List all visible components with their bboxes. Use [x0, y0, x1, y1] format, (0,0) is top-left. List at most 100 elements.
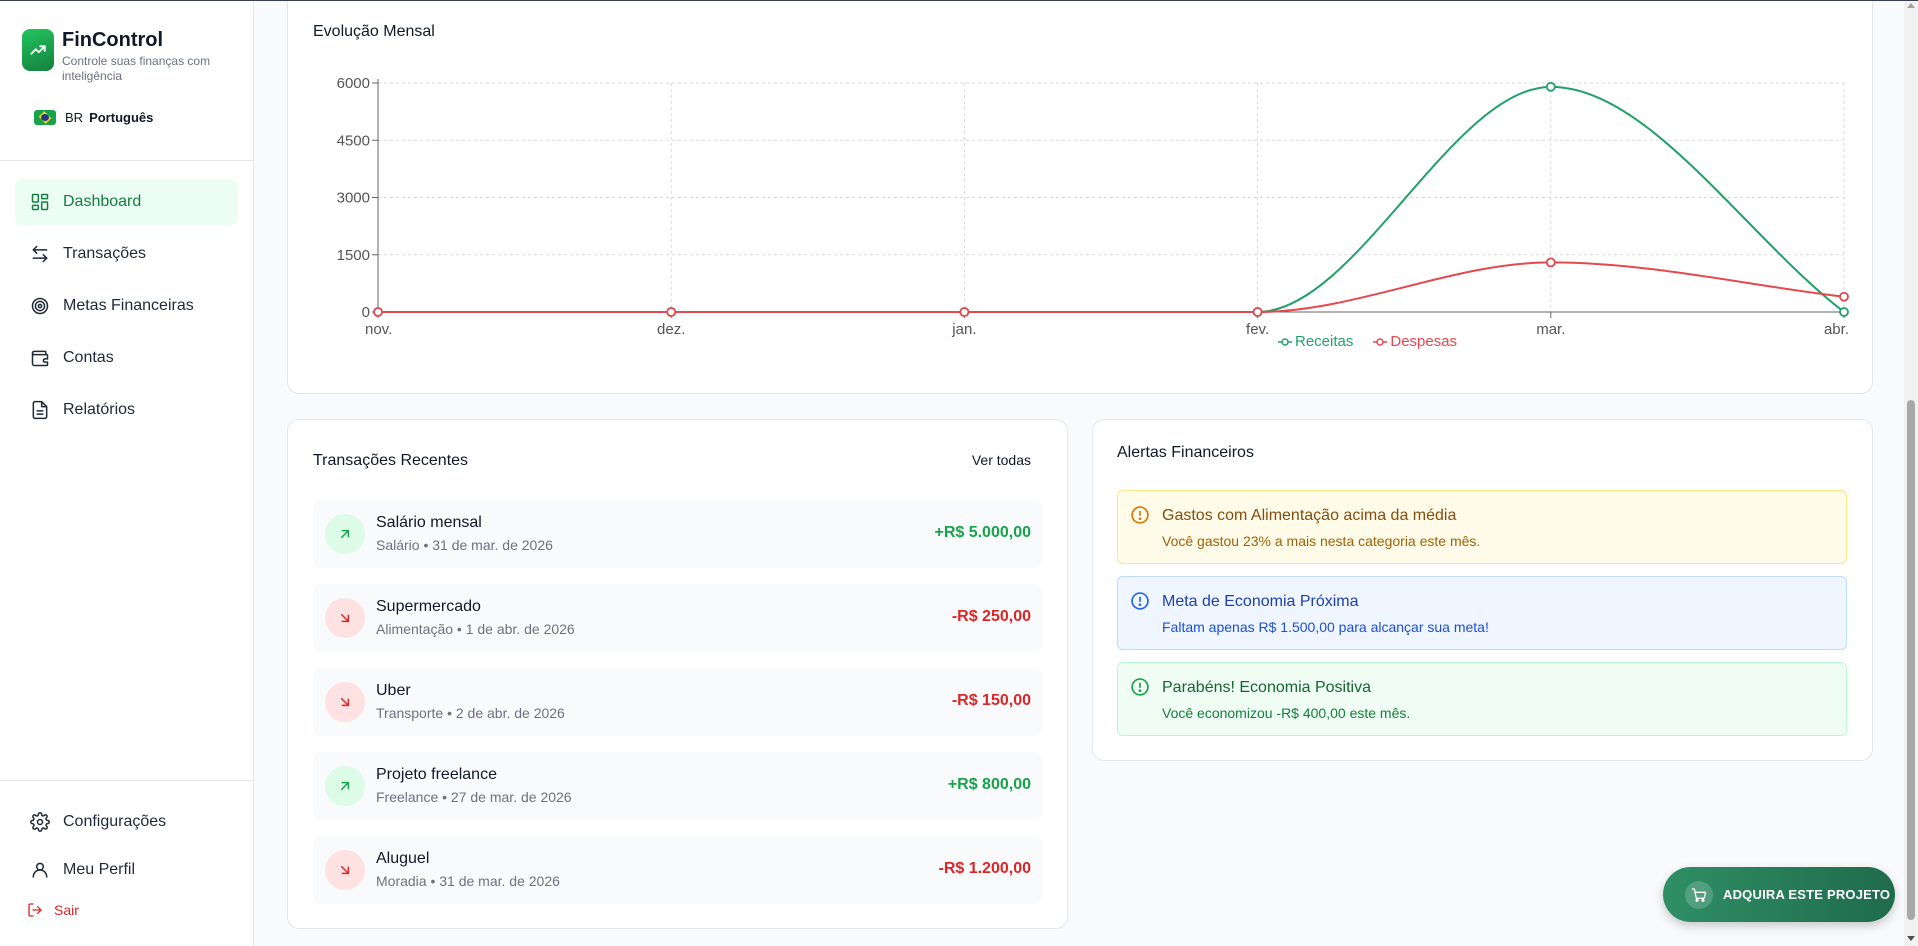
- nav-item-configuracoes[interactable]: Configurações: [15, 799, 238, 845]
- wallet-icon: [31, 350, 49, 367]
- brazil-flag-icon: [34, 110, 56, 125]
- recent-transactions-card: Transações Recentes Ver todas Salário me…: [287, 419, 1068, 929]
- transaction-title: Uber: [376, 682, 411, 699]
- language-selector[interactable]: BR Português: [34, 110, 153, 125]
- nav-item-metas[interactable]: Metas Financeiras: [15, 283, 238, 329]
- nav-item-contas[interactable]: Contas: [15, 335, 238, 381]
- transaction-subtitle: Alimentação • 1 de abr. de 2026: [376, 621, 575, 637]
- target-icon: [31, 297, 49, 315]
- transaction-row[interactable]: Projeto freelance Freelance • 27 de mar.…: [313, 752, 1043, 820]
- alert-warning[interactable]: Gastos com Alimentação acima da média Vo…: [1117, 490, 1847, 564]
- scroll-down-arrow-icon[interactable]: [1907, 936, 1915, 941]
- transaction-row[interactable]: Salário mensal Salário • 31 de mar. de 2…: [313, 500, 1043, 568]
- alert-title: Parabéns! Economia Positiva: [1162, 679, 1371, 696]
- page-scrollbar[interactable]: [1904, 0, 1918, 946]
- legend-item-despesas[interactable]: Despesas: [1373, 333, 1467, 350]
- chart-title: Evolução Mensal: [313, 23, 435, 40]
- nav-item-perfil[interactable]: Meu Perfil: [15, 847, 238, 893]
- nav-label: Configurações: [63, 813, 167, 830]
- alert-info[interactable]: Meta de Economia Próxima Faltam apenas R…: [1117, 576, 1847, 650]
- scroll-thumb[interactable]: [1907, 400, 1915, 920]
- arrow-down-right-icon: [325, 850, 365, 890]
- series-line-despesas: [378, 261, 1845, 314]
- transaction-row[interactable]: Aluguel Moradia • 31 de mar. de 2026 -R$…: [313, 836, 1043, 904]
- monthly-chart-card: Evolução Mensal 0 1500 3000 4500 6000 nov. dez…: [287, 0, 1873, 394]
- language-code: BR: [65, 110, 84, 125]
- x-tick-label: mar.: [1536, 321, 1565, 338]
- sidebar-divider: [0, 780, 254, 781]
- view-all-link[interactable]: Ver todas: [971, 452, 1031, 468]
- alerts-title: Alertas Financeiros: [1117, 444, 1254, 461]
- data-point-receitas[interactable]: [1839, 307, 1849, 317]
- brand[interactable]: FinControl Controle suas finanças com in…: [22, 29, 222, 84]
- logout-icon: [28, 903, 42, 917]
- y-tick-label: 4500: [337, 132, 370, 149]
- brand-subtitle: Controle suas finanças com inteligência: [62, 54, 211, 83]
- arrow-up-right-icon: [325, 766, 365, 806]
- transaction-subtitle: Moradia • 31 de mar. de 2026: [376, 873, 560, 889]
- nav-label: Meu Perfil: [63, 861, 136, 878]
- legend-marker-icon: [1278, 337, 1292, 346]
- transactions-title: Transações Recentes: [313, 452, 469, 469]
- data-point-despesas[interactable]: [1252, 307, 1263, 317]
- arrows-icon: [32, 245, 48, 263]
- alert-circle-icon: [1131, 506, 1149, 524]
- x-tick-label: abr.: [1824, 321, 1849, 338]
- data-point-despesas[interactable]: [666, 307, 677, 317]
- brand-title: FinControl: [62, 29, 164, 51]
- alert-success[interactable]: Parabéns! Economia Positiva Você economi…: [1117, 662, 1847, 736]
- y-tick-label: 0: [362, 304, 370, 321]
- legend-marker-icon: [1373, 337, 1388, 346]
- transaction-amount: -R$ 250,00: [951, 608, 1031, 625]
- nav-label: Relatórios: [63, 401, 136, 418]
- data-point-despesas[interactable]: [1545, 257, 1556, 268]
- x-tick-label: fev.: [1246, 321, 1269, 338]
- nav-item-dashboard[interactable]: Dashboard: [15, 179, 238, 225]
- nav-label: Contas: [63, 349, 114, 366]
- nav-label: Transações: [63, 245, 146, 262]
- language-name: Português: [89, 110, 154, 125]
- legend-item-receitas[interactable]: Receitas: [1278, 333, 1363, 350]
- alert-message: Faltam apenas R$ 1.500,00 para alcançar …: [1162, 619, 1489, 635]
- monthly-evolution-chart: 0 1500 3000 4500 6000 nov. dez. jan. fev. mar. abr…: [337, 75, 1849, 338]
- nav-label: Dashboard: [63, 193, 142, 210]
- buy-project-button[interactable]: ADQUIRA ESTE PROJETO: [1663, 867, 1895, 922]
- y-tick-label: 3000: [337, 190, 370, 207]
- transaction-amount: +R$ 800,00: [947, 776, 1031, 793]
- trending-up-icon: [22, 29, 54, 71]
- logout-label: Sair: [54, 902, 79, 918]
- chart-legend: Receitas Despesas: [1278, 333, 1477, 350]
- transaction-subtitle: Salário • 31 de mar. de 2026: [376, 537, 553, 553]
- alert-circle-icon: [1131, 678, 1149, 696]
- sidebar: FinControl Controle suas finanças com in…: [0, 0, 254, 946]
- user-icon: [32, 862, 48, 878]
- transaction-amount: -R$ 1.200,00: [938, 860, 1031, 877]
- scroll-up-arrow-icon[interactable]: [1907, 3, 1915, 8]
- nav-label: Metas Financeiras: [63, 297, 194, 314]
- dashboard-icon: [31, 193, 49, 211]
- transaction-title: Supermercado: [376, 598, 481, 615]
- nav-item-transacoes[interactable]: Transações: [15, 231, 238, 277]
- alert-message: Você gastou 23% a mais nesta categoria e…: [1162, 533, 1481, 549]
- data-point-despesas[interactable]: [373, 307, 383, 317]
- transaction-amount: -R$ 150,00: [951, 692, 1031, 709]
- logout-button[interactable]: Sair: [27, 902, 79, 918]
- alert-circle-icon: [1131, 592, 1149, 610]
- arrow-down-right-icon: [325, 682, 365, 722]
- transaction-title: Salário mensal: [376, 514, 482, 531]
- financial-alerts-card: Alertas Financeiros Gastos com Alimentaç…: [1092, 419, 1873, 761]
- transaction-row[interactable]: Supermercado Alimentação • 1 de abr. de …: [313, 584, 1043, 652]
- legend-label: Despesas: [1390, 333, 1458, 350]
- data-point-despesas[interactable]: [1839, 291, 1849, 302]
- alert-title: Meta de Economia Próxima: [1162, 593, 1359, 610]
- gear-icon: [30, 812, 50, 832]
- nav-item-relatorios[interactable]: Relatórios: [15, 387, 238, 433]
- x-tick-label: nov.: [365, 321, 392, 338]
- data-point-despesas[interactable]: [959, 307, 970, 317]
- y-tick-label: 6000: [337, 75, 370, 92]
- transaction-row[interactable]: Uber Transporte • 2 de abr. de 2026 -R$ …: [313, 668, 1043, 736]
- transaction-title: Projeto freelance: [376, 766, 497, 783]
- data-point-receitas[interactable]: [1545, 81, 1556, 92]
- transaction-amount: +R$ 5.000,00: [934, 524, 1031, 541]
- window-top-border: [0, 0, 1918, 1]
